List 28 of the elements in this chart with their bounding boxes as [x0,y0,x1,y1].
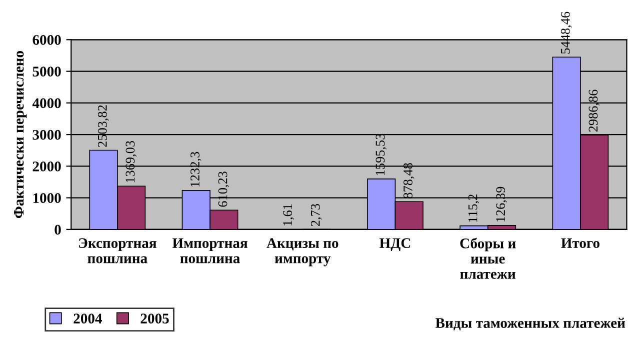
y-tick-label: 1000 [33,193,61,204]
data-label: 2986,86 [588,90,600,132]
x-tick-label: Итого [561,238,600,248]
data-label: 1232,3 [190,152,202,187]
data-label: 2,73 [310,204,322,226]
x-tick-label: Сборы и иные платежи [460,238,516,279]
x-tick-label: Акцизы по импорту [266,238,338,266]
data-label: 126,39 [496,186,507,222]
data-label: 2503,82 [98,105,109,147]
data-label: 878,48 [404,163,414,198]
data-label: 5448,46 [560,12,572,54]
x-tick-label: НДС [380,238,410,251]
data-label: 1369,03 [126,140,137,182]
data-label: 115,2 [468,194,480,222]
y-tick-label: 6000 [32,35,61,45]
x-tick-label: Экспортная пошлина [79,238,156,264]
x-tick-label: Импортная пошлина [172,238,248,264]
legend-label: 2005 [140,314,169,324]
x-axis-title: Виды таможенных платежей [436,318,626,330]
y-axis-title: Фактически перечислено [14,51,27,218]
y-tick-label: 0 [54,224,61,235]
y-tick-label: 2000 [32,162,61,172]
y-tick-label: 3000 [32,130,61,140]
y-tick-label: 5000 [32,66,61,77]
y-tick-label: 4000 [32,98,61,108]
data-label: 610,23 [218,172,230,207]
legend-label: 2004 [74,314,102,324]
data-label: 1,61 [283,204,294,226]
